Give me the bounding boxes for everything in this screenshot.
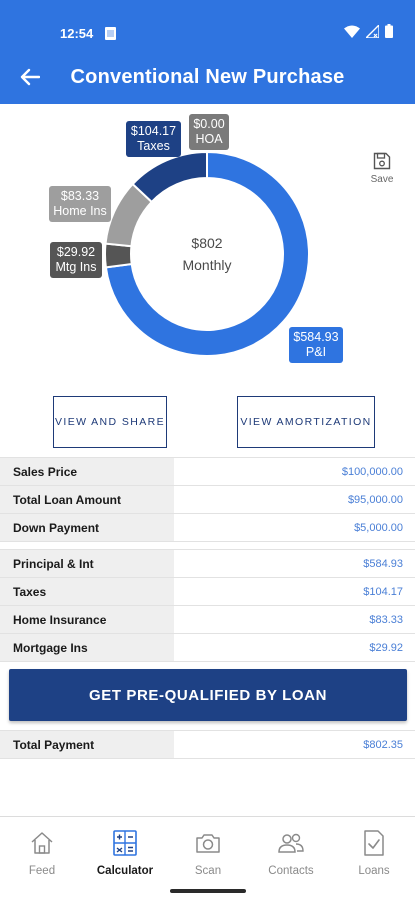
- row-label: Total Loan Amount: [0, 486, 174, 513]
- row-label: Principal & Int: [0, 550, 174, 577]
- get-pre-qualified-button[interactable]: GET PRE-QUALIFIED BY LOAN: [9, 669, 407, 721]
- nav-label-scan: Scan: [194, 865, 222, 877]
- nav-item-contacts[interactable]: Contacts: [256, 829, 326, 877]
- status-time: 12:54: [60, 26, 94, 41]
- status-bar: 12:54: [0, 0, 415, 50]
- contacts-icon: [278, 833, 304, 853]
- nav-item-loans[interactable]: Loans: [339, 829, 409, 877]
- save-icon: [373, 152, 391, 170]
- table-row-principal-int: Principal & Int $584.93: [0, 550, 415, 578]
- slice-value-hoa: $0.00: [193, 117, 225, 131]
- table-row-mortgage-ins: Mortgage Ins $29.92: [0, 634, 415, 662]
- donut-slice-p-i: [104, 150, 310, 357]
- nav-item-calculator[interactable]: Calculator: [90, 829, 160, 877]
- row-value: $29.92: [369, 642, 403, 654]
- view-amortization-button[interactable]: VIEW AMORTIZATION: [237, 396, 375, 448]
- table-row-total-payment: Total Payment $802.35: [0, 731, 415, 759]
- home-icon: [31, 832, 53, 854]
- donut-slice-mtg-ins: [104, 242, 133, 269]
- slice-label-hoa: $0.00 HOA: [189, 114, 229, 150]
- app-bar: Conventional New Purchase: [0, 50, 415, 104]
- slice-label-home-ins: $83.33 Home Ins: [49, 186, 111, 222]
- slice-value-pi: $584.93: [293, 330, 339, 344]
- arrow-left-icon: [20, 68, 40, 86]
- calculator-icon: [113, 830, 137, 856]
- row-label: Down Payment: [0, 514, 174, 541]
- payment-table-top-border: [0, 549, 415, 550]
- nav-item-feed[interactable]: Feed: [7, 829, 77, 877]
- table-row-total-loan-amount: Total Loan Amount $95,000.00: [0, 486, 415, 514]
- slice-label-mtg-ins: $29.92 Mtg Ins: [50, 242, 102, 278]
- nav-label-contacts: Contacts: [268, 865, 314, 877]
- row-label: Mortgage Ins: [0, 634, 174, 661]
- app-header: 12:54 Conve: [0, 0, 415, 104]
- table-row-sales-price: Sales Price $100,000.00: [0, 458, 415, 486]
- slice-value-home-ins: $83.33: [60, 189, 100, 203]
- row-value: $83.33: [369, 614, 403, 626]
- row-value: $802.35: [363, 739, 403, 751]
- slice-label-pi: $584.93 P&I: [289, 327, 343, 363]
- loan-table-top-border: [0, 457, 415, 458]
- row-label: Total Payment: [0, 731, 174, 758]
- battery-icon: [385, 24, 393, 38]
- donut-chart: [104, 150, 310, 357]
- status-icons: [344, 24, 393, 38]
- bottom-navigation: Feed Calculator Scan: [0, 816, 415, 900]
- row-value: $104.17: [363, 586, 403, 598]
- center-label: Monthly: [182, 257, 232, 273]
- slice-name-hoa: HOA: [195, 132, 223, 146]
- row-value: $584.93: [363, 558, 403, 570]
- slice-name-taxes: Taxes: [137, 139, 170, 153]
- nav-label-feed: Feed: [28, 865, 56, 877]
- page-title: Conventional New Purchase: [70, 66, 345, 88]
- back-button[interactable]: [14, 61, 46, 93]
- center-amount: $802: [191, 235, 223, 251]
- chart-center: $802 Monthly: [147, 232, 267, 276]
- slice-label-taxes: $104.17 Taxes: [126, 121, 181, 157]
- row-value: $95,000.00: [347, 494, 403, 506]
- cell-signal-icon: [366, 24, 379, 38]
- nav-label-calculator: Calculator: [96, 865, 154, 877]
- nav-label-loans: Loans: [358, 865, 390, 877]
- slice-name-home-ins: Home Ins: [53, 204, 107, 218]
- table-row-down-payment: Down Payment $5,000.00: [0, 514, 415, 542]
- nav-item-scan[interactable]: Scan: [173, 829, 243, 877]
- wifi-icon: [344, 25, 360, 38]
- row-label: Sales Price: [0, 458, 174, 485]
- slice-name-mtg-ins: Mtg Ins: [55, 260, 97, 274]
- donut-slice-taxes: [131, 150, 208, 204]
- save-label: Save: [370, 174, 394, 185]
- table-row-taxes: Taxes $104.17: [0, 578, 415, 606]
- sim-icon: [105, 27, 116, 40]
- payment-breakdown-chart: $802 Monthly $584.93 P&I $29.92 Mtg Ins …: [0, 104, 415, 380]
- save-button[interactable]: Save: [366, 152, 398, 185]
- slice-name-pi: P&I: [305, 345, 327, 359]
- document-check-icon: [364, 830, 384, 856]
- slice-value-mtg-ins: $29.92: [56, 245, 96, 259]
- row-label: Taxes: [0, 578, 174, 605]
- row-value: $100,000.00: [341, 466, 403, 478]
- row-value: $5,000.00: [354, 522, 403, 534]
- view-and-share-button[interactable]: VIEW AND SHARE: [53, 396, 167, 448]
- total-table-top-border: [0, 730, 415, 731]
- row-label: Home Insurance: [0, 606, 174, 633]
- table-row-home-insurance: Home Insurance $83.33: [0, 606, 415, 634]
- camera-icon: [196, 834, 220, 853]
- home-indicator: [170, 889, 246, 893]
- slice-value-taxes: $104.17: [130, 124, 177, 138]
